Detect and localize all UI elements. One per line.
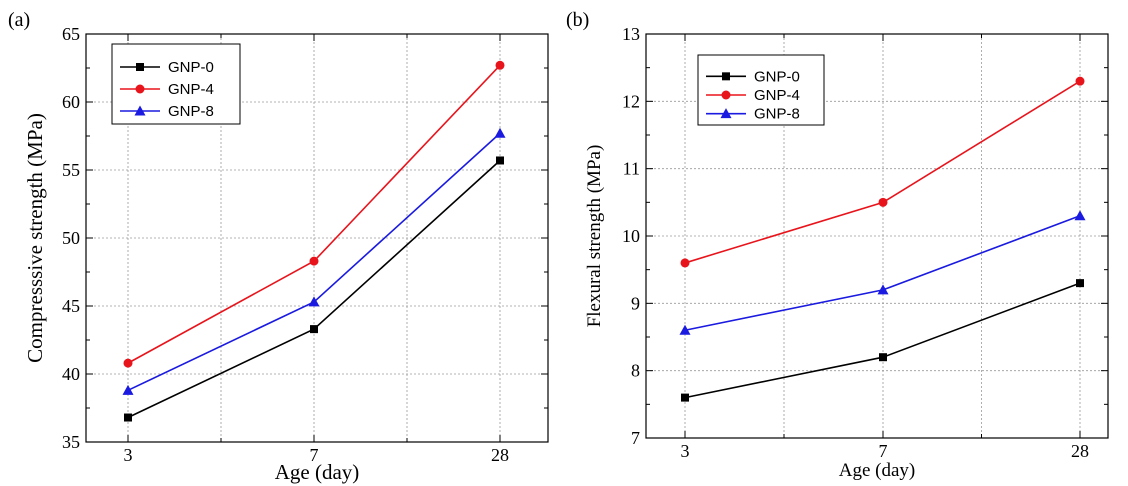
legend-label: GNP-8 (168, 103, 214, 120)
legend: GNP-0 GNP-4 GNP-8 (697, 54, 825, 126)
y-axis-label: Flexural strength (MPa) (584, 145, 605, 328)
data-point (879, 353, 887, 362)
series-layer (122, 60, 506, 422)
legend-marker (720, 108, 732, 119)
legend-label: GNP-0 (168, 59, 214, 76)
y-tick-label: 7 (631, 428, 640, 448)
x-tick-label: 28 (491, 445, 509, 465)
y-tick-label: 12 (622, 91, 640, 111)
data-point (1074, 210, 1086, 221)
panel-label: (b) (566, 9, 589, 31)
y-tick-label: 65 (62, 24, 80, 44)
data-point (494, 127, 506, 138)
y-tick-label: 55 (62, 160, 80, 180)
panel-label: (a) (8, 9, 30, 31)
x-tick-labels: 3 7 28 (681, 441, 1090, 461)
x-tick-label: 28 (1071, 441, 1089, 461)
legend: GNP-0 GNP-4 GNP-8 (111, 43, 241, 125)
legend-marker (721, 90, 731, 100)
y-tick-label: 50 (62, 228, 80, 248)
y-tick-label: 45 (62, 296, 80, 316)
x-axis-label: Age (day) (275, 460, 360, 484)
legend-label: GNP-8 (754, 106, 800, 123)
y-tick-label: 11 (623, 159, 640, 179)
data-point (308, 296, 320, 307)
series-line (684, 282, 1081, 399)
data-point (680, 258, 690, 268)
data-point (878, 197, 888, 207)
data-point (496, 156, 504, 165)
y-tick-label: 10 (622, 226, 640, 246)
x-tick-labels: 3 7 28 (124, 445, 510, 465)
y-tick-label: 35 (62, 432, 80, 452)
legend-label: GNP-0 (754, 68, 800, 85)
axis-ticks (646, 33, 1108, 439)
y-tick-labels: 35 40 45 50 55 60 65 (62, 24, 80, 452)
data-point (495, 60, 505, 70)
y-tick-label: 8 (631, 361, 640, 381)
data-point (877, 284, 889, 295)
legend-marker (136, 63, 144, 71)
data-point (124, 413, 132, 422)
y-tick-label: 40 (62, 364, 80, 384)
y-tick-labels: 7 8 9 10 11 12 13 (622, 24, 640, 448)
series-line (684, 215, 1081, 332)
axis-ticks (86, 33, 548, 443)
y-tick-label: 9 (631, 293, 640, 313)
legend-marker (134, 105, 146, 116)
y-axis-label: Compresssive strength (MPa) (23, 113, 47, 363)
legend-marker (135, 84, 145, 94)
data-point (123, 358, 133, 368)
legend-marker (722, 72, 730, 81)
data-point (681, 393, 689, 402)
data-point (1076, 279, 1084, 288)
data-point (310, 325, 318, 334)
x-tick-label: 3 (124, 445, 133, 465)
series-layer (679, 76, 1086, 402)
data-point (1075, 76, 1085, 86)
y-tick-label: 60 (62, 92, 80, 112)
data-point (679, 324, 691, 335)
y-tick-label: 13 (622, 24, 640, 44)
x-tick-label: 3 (681, 441, 690, 461)
x-tick-label: 7 (879, 441, 888, 461)
x-axis-label: Age (day) (839, 460, 916, 481)
x-tick-label: 7 (310, 445, 319, 465)
legend-label: GNP-4 (168, 81, 214, 98)
chart-panel-b: 7 8 9 10 11 12 13 3 7 28 GNP-0 GNP-4 GNP-8 (b) Age… (566, 9, 1109, 481)
legend-label: GNP-4 (754, 87, 800, 104)
data-point (122, 384, 134, 395)
data-point (309, 256, 319, 266)
